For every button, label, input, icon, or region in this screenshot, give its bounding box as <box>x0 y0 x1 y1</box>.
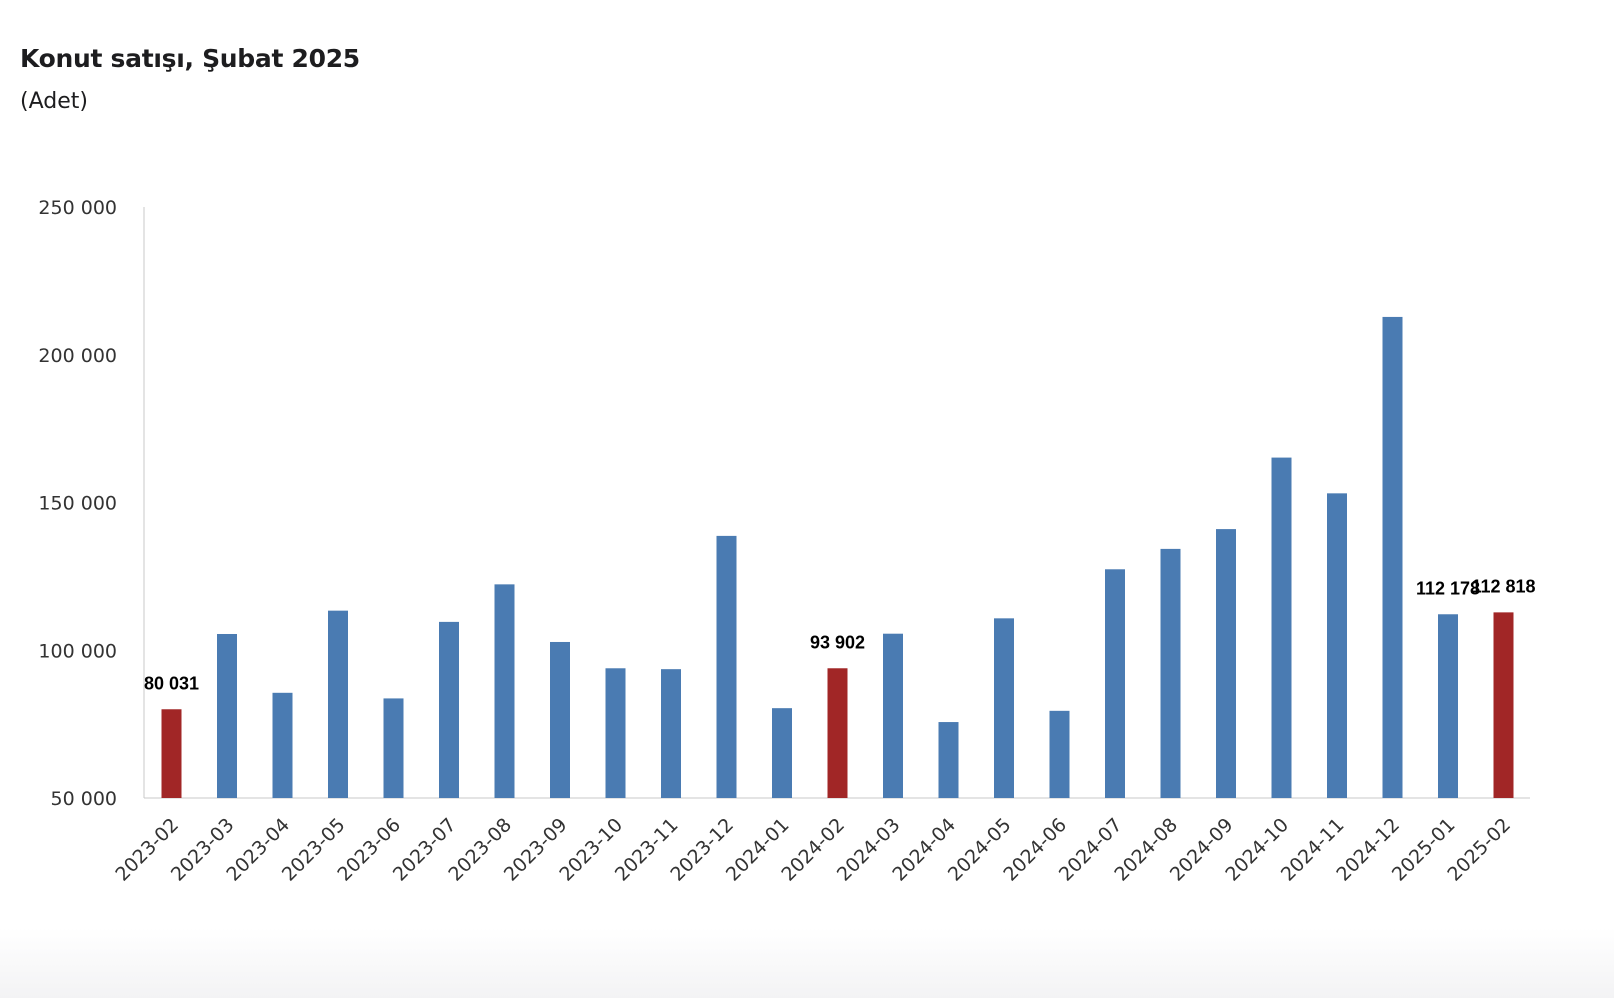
bar <box>439 621 459 798</box>
bar <box>883 633 903 798</box>
bar <box>1049 710 1070 798</box>
chart-header: Konut satışı, Şubat 2025 (Adet) <box>20 46 360 113</box>
bar <box>827 668 848 798</box>
data-label: 112 818 <box>1471 576 1535 596</box>
bar <box>1382 316 1403 798</box>
bar <box>1105 569 1125 798</box>
bar <box>494 584 515 798</box>
bar <box>1216 529 1236 798</box>
chart-title: Konut satışı, Şubat 2025 <box>20 44 360 73</box>
bar <box>1493 612 1514 798</box>
bar <box>716 535 737 798</box>
bar <box>1438 614 1458 798</box>
bar <box>550 641 570 798</box>
y-tick-label: 250 000 <box>38 197 117 219</box>
bar <box>605 668 626 798</box>
y-tick-label: 150 000 <box>38 493 117 515</box>
bar <box>161 709 182 798</box>
bar <box>1271 457 1292 798</box>
y-tick-label: 50 000 <box>51 788 117 810</box>
bar <box>661 669 681 798</box>
data-label: 93 902 <box>810 632 865 652</box>
data-label: 80 031 <box>144 673 199 693</box>
bar <box>938 722 959 798</box>
bar <box>383 698 404 798</box>
bar <box>217 633 237 798</box>
bar <box>328 610 348 798</box>
bar <box>1327 493 1347 798</box>
bar <box>772 708 792 798</box>
y-tick-label: 100 000 <box>38 640 117 662</box>
bar <box>1160 548 1181 798</box>
bar <box>272 692 293 798</box>
chart-subtitle: (Adet) <box>20 89 88 114</box>
bar <box>994 618 1014 798</box>
y-tick-label: 200 000 <box>38 345 117 367</box>
data-label: 112 178 <box>1416 578 1480 598</box>
